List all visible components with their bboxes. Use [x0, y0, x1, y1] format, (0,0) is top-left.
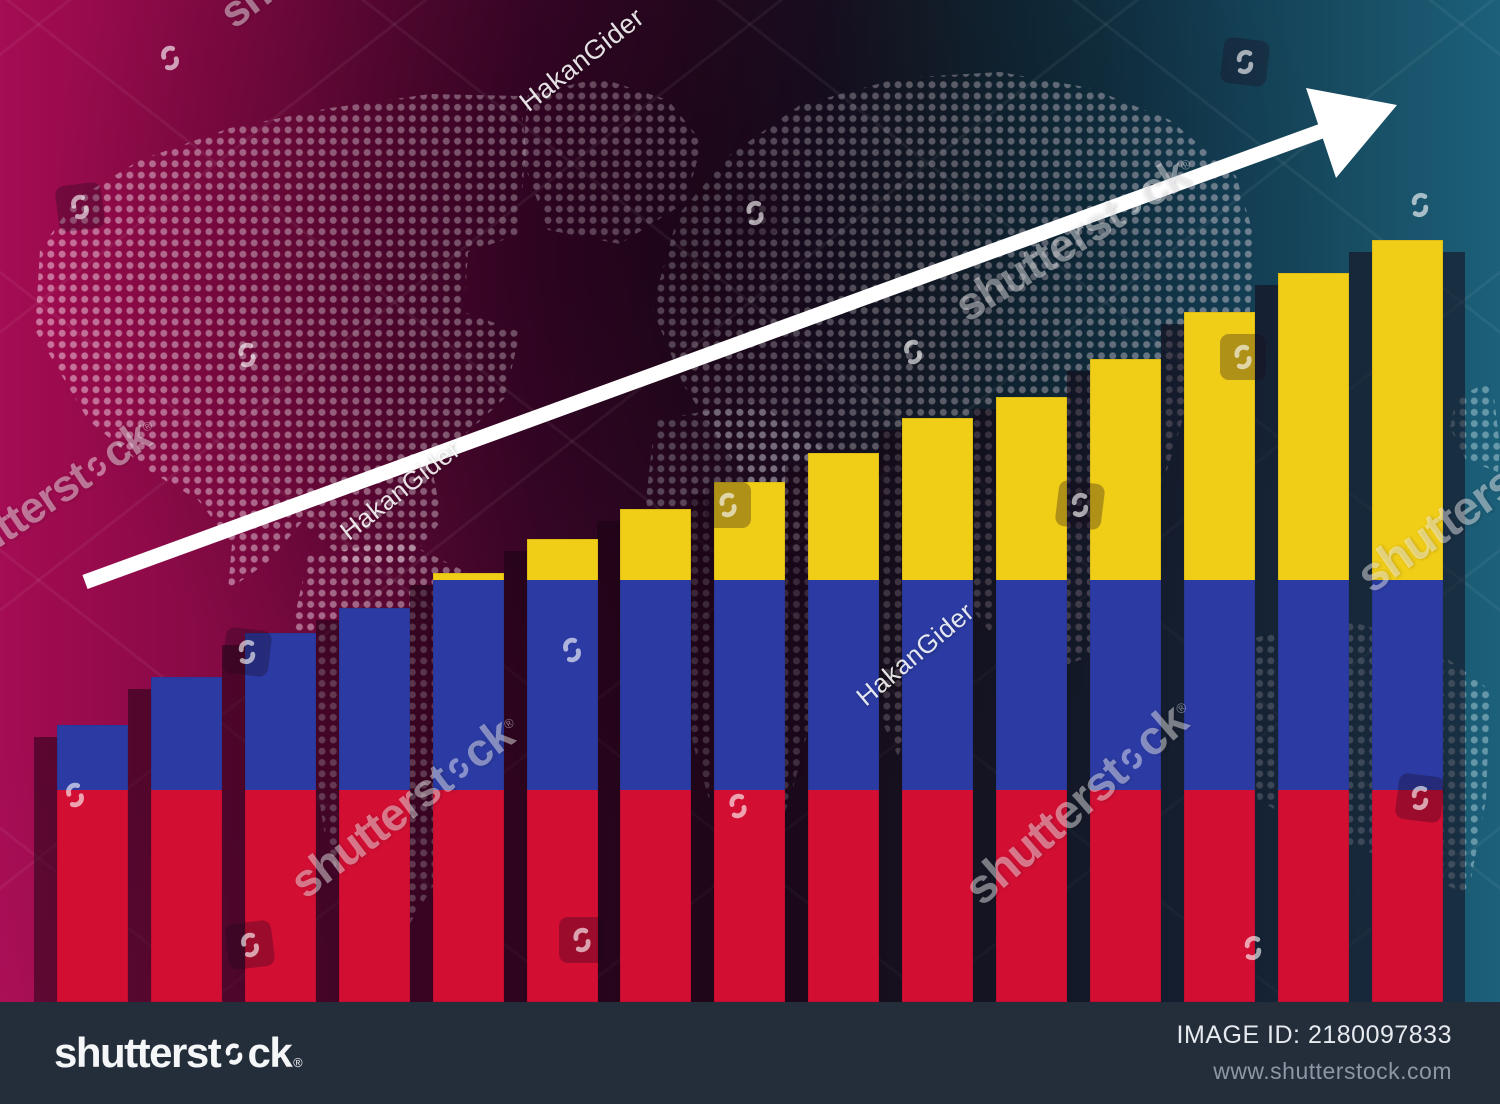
shutterstock-s-icon: [705, 482, 751, 528]
flag-bar: [57, 725, 128, 1002]
shutterstock-s-icon: [559, 917, 605, 963]
flag-bar: [527, 539, 598, 1002]
bar-shadow: [1255, 285, 1278, 1002]
arrow-head: [1306, 88, 1397, 178]
bar-shadow: [504, 551, 527, 1002]
shutterstock-s-icon: [732, 190, 778, 236]
shutterstock-s-icon: [1219, 36, 1271, 88]
watermark-shutterstock: shutterstck®: [954, 694, 1198, 916]
flag-bar: [1090, 359, 1161, 1002]
shutterstock-s-icon: [224, 332, 270, 378]
bar-shadow: [410, 585, 433, 1002]
arrow-shaft: [82, 120, 1333, 590]
flag-bar: [245, 633, 316, 1002]
flag-bar: [433, 573, 504, 1002]
bar-shadow: [691, 494, 714, 1002]
bar-shadow: [1443, 252, 1465, 1002]
watermark-shutterstock: shutterstck®: [1347, 447, 1500, 604]
shutterstock-o-mark-icon: [225, 1043, 243, 1065]
flag-bar: [339, 608, 410, 1002]
flag-bar: [808, 453, 879, 1002]
registered-mark: ®: [293, 1056, 302, 1070]
shutterstock-s-icon: [49, 769, 100, 820]
watermark-shutterstock: shutterstck®: [280, 707, 523, 909]
flag-bar: [902, 418, 973, 1002]
flag-bar: [1184, 312, 1255, 1002]
shutterstock-s-icon: [887, 326, 938, 377]
shutterstock-s-icon: [1394, 772, 1446, 824]
image-id-text: IMAGE ID: 2180097833: [1176, 1021, 1452, 1049]
shutterstock-s-icon: [144, 32, 195, 83]
flag-bar: [996, 397, 1067, 1002]
bar-shadow: [785, 465, 808, 1002]
website-url-text: www.shutterstock.com: [1213, 1058, 1452, 1084]
shutterstock-s-icon: [224, 919, 276, 971]
shutterstock-s-icon: [546, 624, 597, 675]
bar-shadow: [1067, 371, 1090, 1002]
watermark-shutterstock: shutterstck®: [945, 147, 1197, 332]
watermark-shutterstock: shutterstck®: [211, 0, 447, 38]
flag-bar: [620, 509, 691, 1002]
flag-bar: [1372, 240, 1443, 1002]
shutterstock-s-icon: [221, 626, 273, 678]
bar-shadow: [128, 689, 151, 1002]
flag-bar: [151, 677, 222, 1002]
shutterstock-banner: shutterst ck ® IMAGE ID: 2180097833 www.…: [0, 1002, 1500, 1104]
shutterstock-s-icon: [1054, 479, 1106, 531]
bar-shadow: [879, 430, 902, 1002]
watermark-contributor: HakanGider: [850, 596, 980, 712]
bar-shadow: [973, 409, 996, 1002]
bar-shadow: [34, 737, 57, 1002]
bar-shadow: [597, 521, 620, 1002]
shutterstock-s-icon: [1227, 922, 1278, 973]
shutterstock-s-icon: [1220, 334, 1266, 380]
banner-meta: IMAGE ID: 2180097833 www.shutterstock.co…: [1177, 1021, 1452, 1085]
shutterstock-s-icon: [715, 783, 761, 829]
logo-text-pre: shutterst: [54, 1029, 222, 1076]
bar-shadow: [1161, 324, 1184, 1002]
bar-shadow: [222, 645, 245, 1002]
watermark-contributor: HakanGider: [334, 433, 466, 547]
flag-bar: [1278, 273, 1349, 1002]
bar-shadow: [316, 620, 339, 1002]
shutterstock-s-icon: [54, 181, 106, 233]
shutterstock-logo: shutterst ck ®: [54, 1029, 302, 1076]
logo-text-post: ck: [247, 1029, 292, 1076]
shutterstock-s-icon: [1394, 179, 1445, 230]
watermark-contributor: HakanGider: [513, 1, 650, 118]
bar-shadow: [1349, 252, 1372, 1002]
flag-bar: [714, 482, 785, 1002]
watermark-shutterstock: shutterstck®: [0, 411, 160, 593]
